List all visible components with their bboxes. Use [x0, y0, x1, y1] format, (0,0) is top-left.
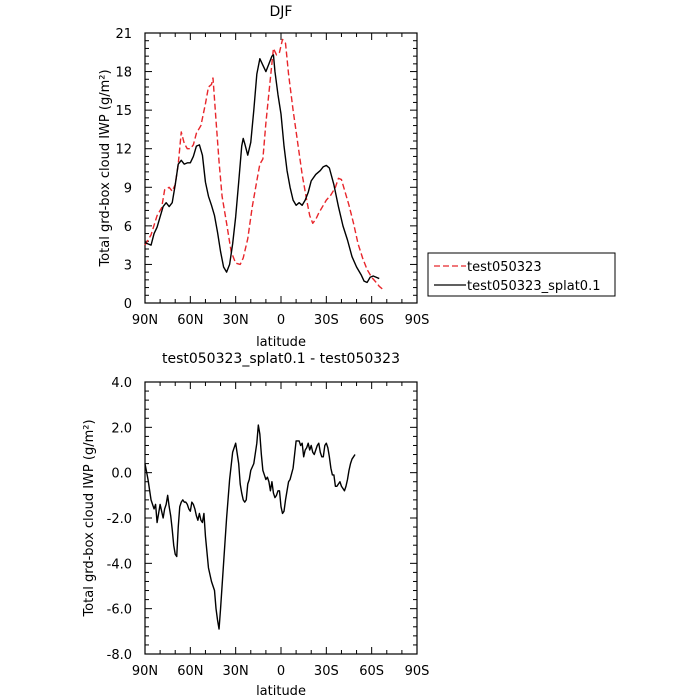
bottom-y-tick-label: -8.0 — [107, 648, 132, 663]
bottom-tick-marks — [144, 381, 418, 655]
top-chart-panel: DJF 90N 60N 30N 0 30S 60S 90S 0 3 6 9 12 15 18 21 lat… — [98, 4, 616, 350]
top-x-tick-label: 90N — [132, 313, 158, 328]
bottom-chart-title: test050323_splat0.1 - test050323 — [162, 351, 400, 367]
legend-box — [427, 252, 616, 297]
series-test050323 — [144, 38, 383, 290]
bottom-plot-frame — [144, 381, 418, 655]
bottom-y-tick-label: 0.0 — [111, 467, 132, 482]
top-y-tick-label: 21 — [115, 27, 132, 42]
bottom-x-tick-label: 60S — [359, 664, 384, 679]
bottom-difference-series — [144, 424, 356, 630]
top-plot-frame — [144, 32, 418, 304]
top-y-tick-labels: 0 3 6 9 12 15 18 21 — [115, 27, 132, 312]
bottom-y-tick-labels: -8.0 -6.0 -4.0 -2.0 0.0 2.0 4.0 — [107, 376, 132, 663]
top-x-tick-label: 60S — [359, 313, 384, 328]
top-x-tick-label: 30N — [223, 313, 249, 328]
top-y-axis-label: Total grd-box cloud IWP (g/m²) — [98, 69, 113, 267]
bottom-y-tick-label: 2.0 — [111, 421, 132, 436]
bottom-x-tick-label: 90N — [132, 664, 158, 679]
bottom-x-tick-label: 60N — [177, 664, 203, 679]
top-y-tick-label: 6 — [124, 220, 132, 235]
top-y-tick-label: 18 — [115, 66, 132, 81]
bottom-x-axis-label: latitude — [256, 684, 306, 699]
bottom-x-tick-label: 30N — [223, 664, 249, 679]
top-x-axis-label: latitude — [256, 335, 306, 350]
top-x-tick-labels: 90N 60N 30N 0 30S 60S 90S — [132, 313, 430, 328]
top-x-tick-label: 0 — [277, 313, 285, 328]
top-tick-marks — [144, 32, 418, 304]
top-x-tick-label: 90S — [405, 313, 430, 328]
top-y-tick-label: 0 — [124, 297, 132, 312]
bottom-y-tick-label: -4.0 — [107, 557, 132, 572]
series-test050323-splat0-1 — [144, 54, 380, 284]
top-y-tick-label: 3 — [124, 258, 132, 273]
bottom-y-axis-label: Total grd-box cloud IWP (g/m²) — [82, 419, 97, 617]
legend: test050323 test050323_splat0.1 — [427, 252, 616, 297]
top-y-tick-label: 15 — [115, 104, 132, 119]
bottom-chart-panel: test050323_splat0.1 - test050323 90N 60N 3… — [82, 351, 429, 699]
bottom-x-tick-label: 30S — [314, 664, 339, 679]
top-y-tick-label: 9 — [124, 181, 132, 196]
top-series-lines — [144, 38, 383, 290]
legend-label-test050323: test050323 — [467, 260, 542, 275]
legend-label-test050323-splat0.1: test050323_splat0.1 — [467, 279, 600, 294]
bottom-series-lines — [144, 424, 356, 630]
bottom-x-tick-labels: 90N 60N 30N 0 30S 60S 90S — [132, 664, 430, 679]
top-chart-title: DJF — [270, 4, 293, 20]
top-x-tick-label: 60N — [177, 313, 203, 328]
bottom-y-tick-label: -2.0 — [107, 512, 132, 527]
bottom-x-tick-label: 0 — [277, 664, 285, 679]
bottom-y-tick-label: -6.0 — [107, 603, 132, 618]
bottom-x-tick-label: 90S — [405, 664, 430, 679]
top-x-tick-label: 30S — [314, 313, 339, 328]
top-y-tick-label: 12 — [115, 143, 132, 158]
bottom-y-tick-label: 4.0 — [111, 376, 132, 391]
